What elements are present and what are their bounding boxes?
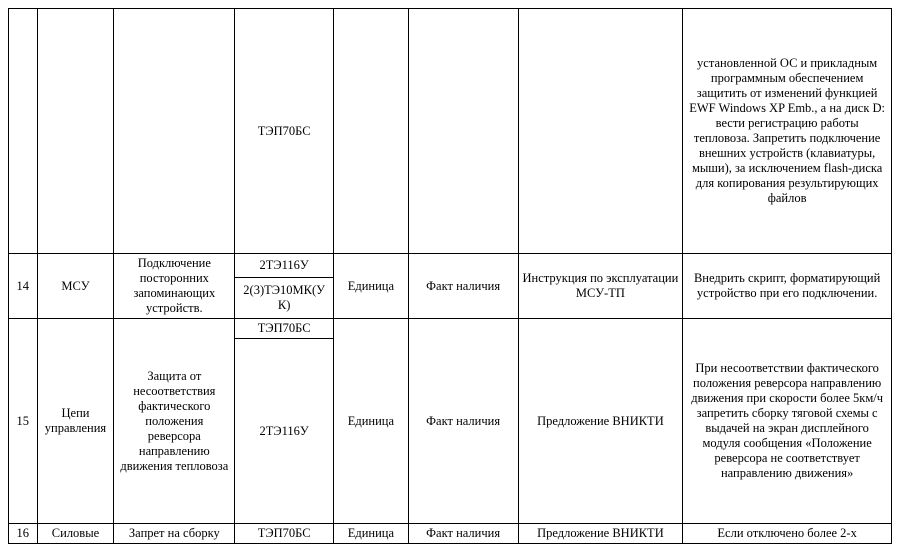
table-cell: При несоответствии фактического положени… bbox=[683, 319, 892, 524]
table-cell: 16 bbox=[9, 524, 38, 544]
table-cell: Предложение ВНИКТИ bbox=[518, 524, 683, 544]
table-cell: Защита от несоответствия фактического по… bbox=[114, 319, 235, 524]
table-cell: установленной ОС и прикладным программны… bbox=[683, 9, 892, 254]
table-cell: 14 bbox=[9, 254, 38, 319]
table-row: 14 МСУ Подключение посторонних запоминаю… bbox=[9, 254, 892, 278]
table-cell: Запрет на сборку bbox=[114, 524, 235, 544]
table-cell: 2ТЭ116У bbox=[235, 254, 334, 278]
table-cell bbox=[408, 9, 518, 254]
table-cell: Инструкция по эксплуатации МСУ-ТП bbox=[518, 254, 683, 319]
table-body: ТЭП70БС установленной ОС и прикладным пр… bbox=[9, 9, 892, 544]
table-cell: 2(3)ТЭ10МК(УК) bbox=[235, 277, 334, 318]
table-cell bbox=[114, 9, 235, 254]
table-cell: 2ТЭ116У bbox=[235, 339, 334, 524]
table-cell bbox=[334, 9, 409, 254]
table-cell: ТЭП70БС bbox=[235, 319, 334, 339]
table-cell: 15 bbox=[9, 319, 38, 524]
table-row: ТЭП70БС установленной ОС и прикладным пр… bbox=[9, 9, 892, 254]
table-cell: Силовые bbox=[37, 524, 114, 544]
document-table: ТЭП70БС установленной ОС и прикладным пр… bbox=[8, 8, 892, 544]
table-row: 16 Силовые Запрет на сборку ТЭП70БС Един… bbox=[9, 524, 892, 544]
table-cell: Внедрить скрипт, форматирующий устройств… bbox=[683, 254, 892, 319]
table-cell bbox=[518, 9, 683, 254]
table-cell: Единица bbox=[334, 254, 409, 319]
table-row: 15 Цепи управления Защита от несоответст… bbox=[9, 319, 892, 339]
table-cell: Факт наличия bbox=[408, 254, 518, 319]
table-cell: Факт наличия bbox=[408, 524, 518, 544]
table-cell: Единица bbox=[334, 319, 409, 524]
table-cell: Подключение посторонних запоминающих уст… bbox=[114, 254, 235, 319]
table-cell: Если отключено более 2-х bbox=[683, 524, 892, 544]
table-cell: Единица bbox=[334, 524, 409, 544]
table-cell: Факт наличия bbox=[408, 319, 518, 524]
table-cell: МСУ bbox=[37, 254, 114, 319]
table-cell: ТЭП70БС bbox=[235, 9, 334, 254]
table-cell bbox=[9, 9, 38, 254]
table-cell: ТЭП70БС bbox=[235, 524, 334, 544]
table-cell: Цепи управления bbox=[37, 319, 114, 524]
table-cell: Предложение ВНИКТИ bbox=[518, 319, 683, 524]
table-cell bbox=[37, 9, 114, 254]
